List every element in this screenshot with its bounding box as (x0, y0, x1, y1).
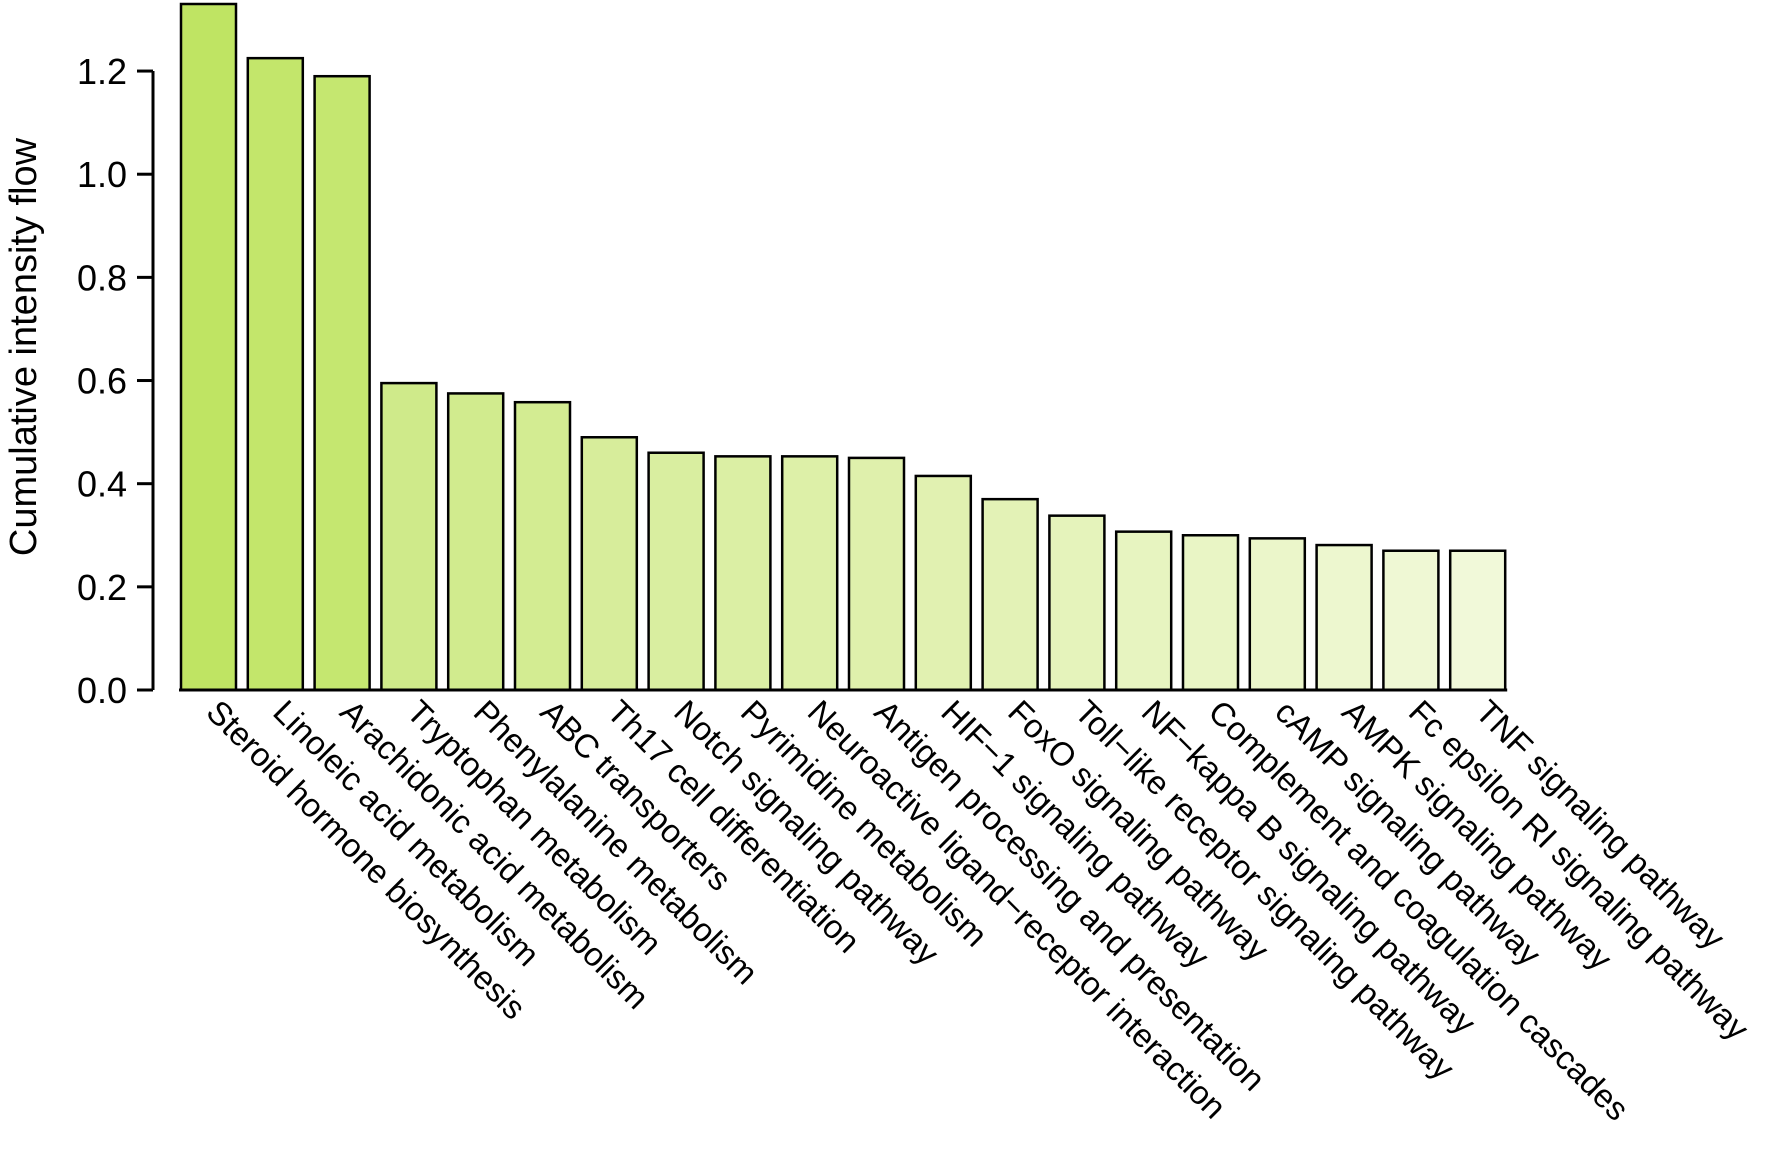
bar (714, 455, 772, 692)
bar (1048, 514, 1106, 692)
y-tick-label: 0.4 (77, 464, 127, 505)
y-axis-title: Cumulative intensity flow (3, 137, 45, 556)
y-tick-label: 1.0 (77, 154, 127, 195)
y-tick-label: 0.6 (77, 361, 127, 402)
bar (580, 436, 639, 692)
bar (1382, 549, 1440, 692)
bar (847, 456, 906, 692)
bar (246, 56, 305, 692)
bar (1114, 530, 1173, 692)
bar (1448, 549, 1507, 692)
bar (446, 392, 505, 692)
bars-layer (179, 2, 1507, 692)
y-tick-label: 1.2 (77, 51, 127, 92)
bar (1248, 537, 1307, 692)
y-tick-label: 0.8 (77, 257, 127, 298)
bar (380, 381, 438, 692)
bar (313, 74, 371, 692)
bar (780, 455, 839, 692)
bar (1181, 534, 1240, 692)
bar (647, 451, 705, 692)
bar (914, 474, 973, 692)
bar (1315, 543, 1373, 692)
bar (513, 400, 572, 692)
bar (981, 497, 1039, 692)
bar (179, 2, 238, 692)
y-tick-label: 0.0 (77, 670, 127, 711)
y-axis-ticks: 0.0 0.2 0.4 0.6 0.8 1.0 1.2 (77, 51, 153, 711)
y-tick-label: 0.2 (77, 567, 127, 608)
